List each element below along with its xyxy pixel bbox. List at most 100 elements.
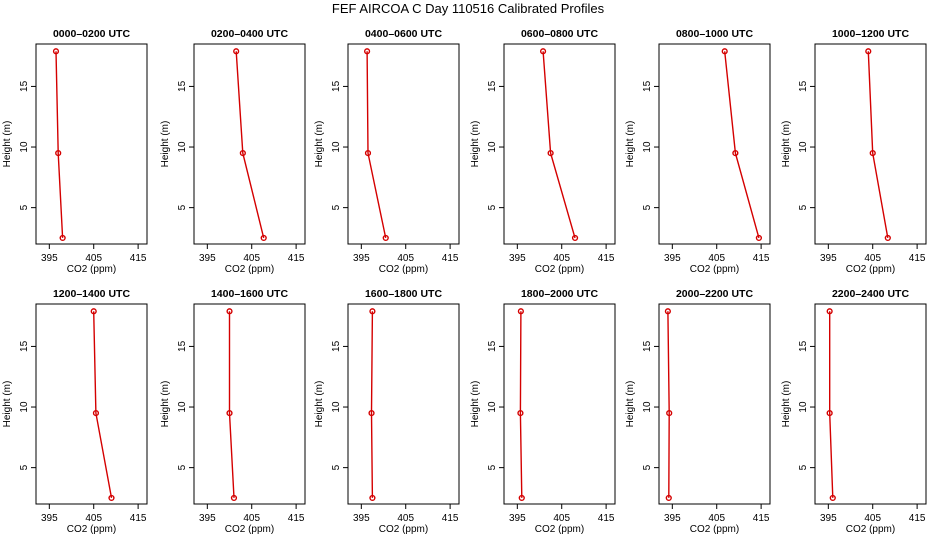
profile-point: [230, 494, 238, 502]
profile-panel: 1400–1600 UTC 395 405 415 5 10 15 CO2 (ppm) Heig…: [160, 288, 306, 535]
profile-panel: 0400–0600 UTC 395 405 415 5 10 15 CO2 (ppm) Heig…: [314, 28, 460, 275]
plot-frame: [658, 43, 771, 245]
profile-point: [518, 494, 525, 502]
y-axis-label: Height (m): [2, 121, 13, 168]
panel-title: 2000–2200 UTC: [676, 288, 753, 300]
y-tick-label: 10: [642, 141, 653, 153]
x-tick-label: 415: [598, 513, 615, 524]
panel-title: 0400–0600 UTC: [365, 28, 442, 40]
profile-point: [52, 48, 60, 55]
y-tick-label: 15: [642, 340, 653, 352]
y-tick-label: 10: [487, 401, 498, 413]
x-tick-label: 405: [553, 513, 570, 524]
y-tick-label: 5: [177, 204, 188, 210]
x-tick-label: 395: [41, 253, 58, 264]
profile-point: [233, 48, 240, 55]
y-tick-label: 10: [798, 401, 809, 413]
x-tick-label: 395: [41, 513, 58, 524]
x-tick-label: 415: [909, 253, 926, 264]
profile-point: [368, 409, 375, 417]
y-axis-label: Height (m): [625, 381, 636, 428]
y-tick-label: 5: [642, 464, 653, 470]
profile-point: [260, 234, 267, 242]
profile-line: [519, 311, 523, 498]
profile-point: [364, 149, 372, 157]
y-tick-label: 15: [331, 80, 342, 92]
x-axis-label: CO2 (ppm): [690, 524, 739, 535]
x-axis-label: CO2 (ppm): [379, 264, 428, 275]
y-tick-label: 5: [798, 464, 809, 470]
x-tick-label: 395: [820, 513, 837, 524]
y-tick-label: 10: [177, 401, 188, 413]
y-tick-label: 5: [331, 204, 342, 210]
profile-point: [59, 234, 66, 242]
x-axis-label: CO2 (ppm): [379, 524, 428, 535]
x-tick-label: 405: [397, 513, 414, 524]
x-tick-label: 415: [598, 253, 615, 264]
plot-frame: [35, 303, 148, 505]
profile-panel: 1000–1200 UTC 395 405 415 5 10 15 CO2 (ppm) Heig…: [781, 28, 927, 275]
y-axis-label: Height (m): [781, 121, 792, 168]
profile-point: [829, 494, 836, 502]
plot-frame: [814, 303, 927, 505]
panel-title: 1200–1400 UTC: [53, 288, 130, 300]
profile-point: [363, 48, 371, 55]
x-axis-label: CO2 (ppm): [225, 524, 274, 535]
plot-frame: [658, 303, 771, 505]
profile-line: [93, 311, 113, 499]
x-axis-label: CO2 (ppm): [67, 264, 116, 275]
panel-title: 0800–1000 UTC: [676, 28, 753, 40]
x-tick-label: 405: [85, 513, 102, 524]
y-tick-label: 5: [331, 464, 342, 470]
y-tick-label: 5: [177, 464, 188, 470]
profile-line: [235, 51, 265, 239]
plot-frame: [193, 303, 306, 505]
panel-title: 1000–1200 UTC: [832, 28, 909, 40]
y-tick-label: 15: [487, 80, 498, 92]
y-axis-label: Height (m): [2, 381, 13, 428]
x-tick-label: 395: [509, 253, 526, 264]
x-tick-label: 395: [353, 513, 370, 524]
x-tick-label: 415: [442, 253, 459, 264]
profile-point: [665, 494, 672, 502]
x-tick-label: 405: [85, 253, 102, 264]
profile-line: [667, 311, 670, 498]
y-tick-label: 15: [798, 340, 809, 352]
profile-point: [869, 149, 876, 157]
x-tick-label: 415: [753, 513, 770, 524]
x-tick-label: 415: [130, 253, 147, 264]
y-tick-label: 15: [798, 80, 809, 92]
y-tick-label: 10: [642, 401, 653, 413]
profile-point: [826, 409, 833, 417]
profile-line: [366, 51, 387, 239]
x-axis-label: CO2 (ppm): [67, 524, 116, 535]
profile-panel: 0800–1000 UTC 395 405 415 5 10 15 CO2 (ppm) Heig…: [625, 28, 771, 275]
y-tick-label: 10: [19, 401, 30, 413]
y-tick-label: 10: [331, 141, 342, 153]
y-axis-label: Height (m): [625, 121, 636, 168]
profile-point: [571, 234, 579, 242]
profile-point: [55, 149, 62, 157]
y-tick-label: 5: [19, 464, 30, 470]
profile-point: [517, 308, 524, 315]
y-tick-label: 5: [19, 204, 30, 210]
profile-point: [369, 308, 376, 315]
figure-title: FEF AIRCOA C Day 110516 Calibrated Profi…: [332, 1, 605, 16]
y-tick-label: 10: [487, 141, 498, 153]
profile-panel: 2200–2400 UTC 395 405 415 5 10 15 CO2 (ppm) Heig…: [781, 288, 927, 535]
y-tick-label: 5: [798, 204, 809, 210]
y-tick-label: 15: [331, 340, 342, 352]
x-tick-label: 415: [288, 513, 305, 524]
x-tick-label: 405: [864, 253, 881, 264]
profile-panel: 0200–0400 UTC 395 405 415 5 10 15 CO2 (ppm) Heig…: [160, 28, 306, 275]
y-tick-label: 5: [487, 464, 498, 470]
profile-line: [724, 51, 760, 239]
panel-title: 1600–1800 UTC: [365, 288, 442, 300]
profile-point: [90, 308, 97, 315]
profile-line: [228, 311, 235, 498]
plot-frame: [347, 43, 460, 245]
plot-frame: [503, 303, 616, 505]
profile-panel: 0000–0200 UTC 395 405 415 5 10 15 CO2 (ppm) Heig…: [2, 28, 148, 275]
profile-line: [542, 51, 576, 239]
x-tick-label: 395: [353, 253, 370, 264]
